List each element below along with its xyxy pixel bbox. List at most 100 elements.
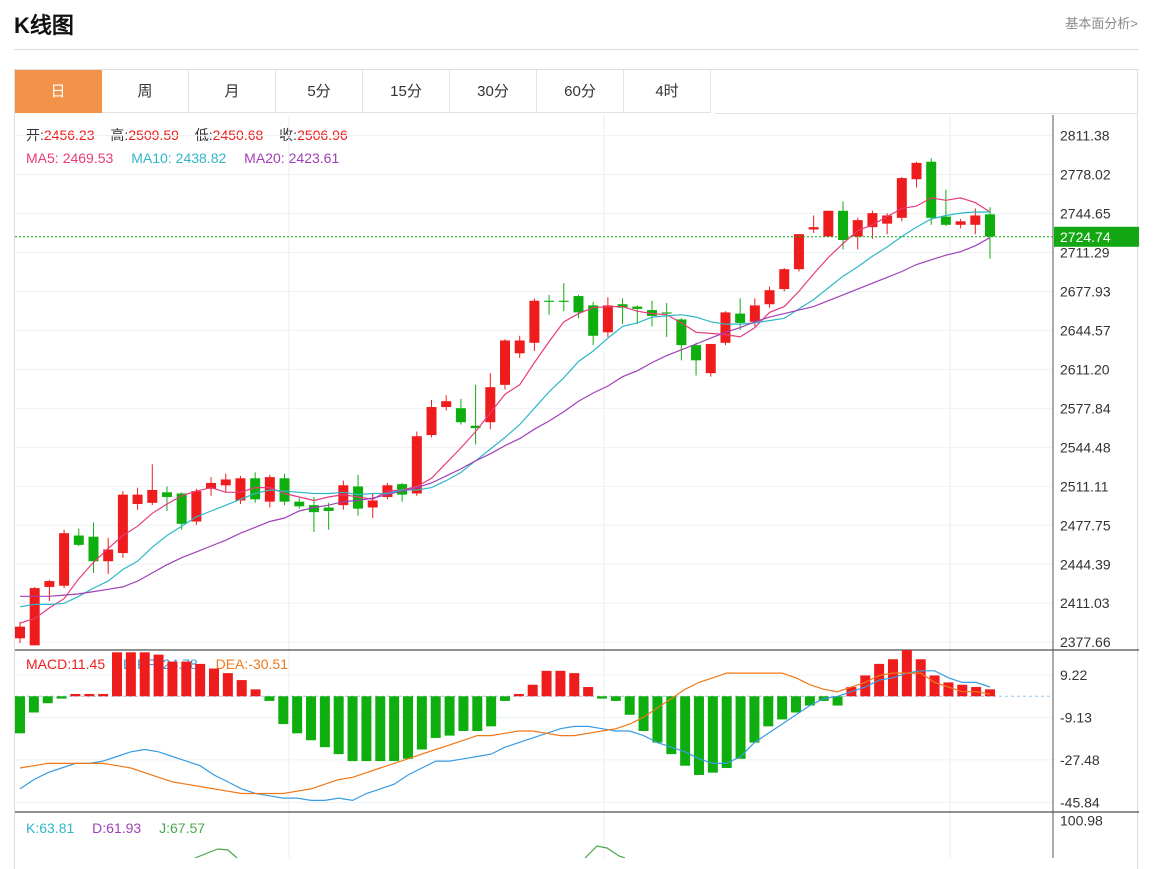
macd-tick-label: 9.22	[1060, 667, 1087, 683]
candle-body	[955, 221, 966, 225]
macd-bar	[403, 696, 413, 759]
macd-bar	[292, 696, 303, 734]
kdj-j-line	[194, 848, 238, 858]
period-tabs: 日 周 月 5分 15分 30分 60分 4时	[15, 70, 711, 114]
ma5-value: 2469.53	[63, 150, 114, 166]
candle-body	[940, 216, 951, 225]
price-tick-label: 2477.75	[1060, 517, 1111, 533]
tab-month[interactable]: 月	[189, 70, 276, 113]
macd-bar	[666, 696, 677, 755]
candle-body	[323, 507, 334, 511]
macd-bar	[860, 675, 871, 697]
j-label: J:	[159, 820, 170, 836]
candle-body	[602, 305, 613, 333]
price-tick-label: 2611.20	[1060, 361, 1110, 377]
candle-body	[985, 214, 995, 237]
ma-legend: MA5: 2469.53 MA10: 2438.82 MA20: 2423.61	[26, 150, 339, 166]
candle-body	[544, 300, 555, 302]
macd-bar	[153, 654, 164, 697]
dea-value: -30.51	[248, 656, 288, 672]
candle-body	[500, 340, 510, 385]
macd-bar	[70, 693, 81, 697]
candle-body	[132, 494, 143, 504]
dea-line	[19, 672, 991, 795]
macd-bar	[125, 652, 136, 697]
macd-bar	[929, 675, 940, 697]
ohlc-legend: 开:2456.23 高:2509.59 低:2450.68 收:2506.96	[26, 127, 348, 143]
price-tick-label: 2677.93	[1060, 283, 1111, 299]
macd-bar	[486, 696, 497, 727]
kdj-j-line-2	[584, 845, 626, 858]
candle-body	[838, 210, 849, 240]
macd-bar	[112, 652, 122, 697]
macd-bar	[56, 696, 67, 699]
macd-bar	[957, 684, 968, 697]
price-tick-label: 2778.02	[1060, 167, 1111, 183]
candle-body	[970, 215, 981, 225]
price-tick-label: 2444.39	[1060, 556, 1111, 572]
macd-bar	[416, 696, 427, 750]
macd-bar	[597, 696, 607, 699]
tab-5min[interactable]: 5分	[276, 70, 363, 113]
macd-bar	[42, 696, 53, 704]
candle-body	[338, 485, 349, 506]
candle-body	[514, 340, 525, 354]
candle-body	[529, 300, 540, 343]
macd-tick-label: -9.13	[1060, 709, 1092, 725]
candle-body	[926, 161, 937, 218]
candle-body	[147, 489, 158, 503]
macd-bar	[333, 696, 344, 755]
price-tick-label: 2711.29	[1060, 244, 1110, 260]
candle-body	[779, 269, 790, 290]
candle-body	[676, 319, 687, 346]
low-label: 低:	[195, 127, 213, 143]
kdj-legend: K:63.81 D:61.93 J:67.57	[26, 820, 205, 836]
candle-body	[632, 306, 643, 309]
fundamental-analysis-link[interactable]: 基本面分析>	[1065, 16, 1138, 31]
macd-bar	[319, 696, 330, 748]
ma10-line	[19, 211, 990, 608]
macd-bar	[707, 696, 718, 773]
macd-bar	[167, 661, 178, 697]
kline-chart-svg[interactable]: 开:2456.23 高:2509.59 低:2450.68 收:2506.96 …	[15, 70, 1139, 858]
macd-tick-label: -27.48	[1060, 752, 1100, 768]
candle-body	[235, 478, 246, 501]
ma10-value: 2438.82	[176, 150, 227, 166]
macd-bar	[306, 696, 316, 741]
ma20-value: 2423.61	[289, 150, 340, 166]
macd-bar	[472, 696, 483, 731]
macd-bar	[430, 696, 441, 738]
macd-bar	[638, 696, 649, 731]
candle-body	[661, 312, 672, 314]
candle-body	[441, 401, 452, 408]
tab-day[interactable]: 日	[15, 70, 102, 113]
ma20-label: MA20:	[244, 150, 284, 166]
kdj-tick-label: 100.98	[1060, 812, 1103, 828]
candle-body	[852, 220, 863, 237]
tab-week[interactable]: 周	[102, 70, 189, 113]
ma10-label: MA10:	[131, 150, 171, 166]
macd-bar	[513, 693, 524, 697]
candle-body	[896, 178, 907, 218]
title-divider	[14, 49, 1139, 50]
candle-body	[279, 478, 290, 502]
tab-15min[interactable]: 15分	[363, 70, 450, 113]
candle-body	[691, 345, 702, 361]
candle-body	[15, 626, 25, 639]
macd-bar	[250, 689, 261, 697]
candle-body	[411, 436, 422, 494]
k-value: 63.81	[39, 820, 74, 836]
tab-4hour[interactable]: 4时	[624, 70, 711, 113]
macd-bar	[943, 682, 954, 697]
macd-bar	[583, 687, 594, 697]
macd-bar	[624, 696, 635, 715]
candle-body	[735, 313, 746, 323]
j-value: 67.57	[170, 820, 205, 836]
tab-60min[interactable]: 60分	[537, 70, 624, 113]
macd-bar	[139, 652, 150, 697]
tab-30min[interactable]: 30分	[450, 70, 537, 113]
candle-body	[867, 213, 878, 228]
diff-line	[19, 670, 991, 802]
candle-body	[250, 478, 261, 500]
price-tick-label: 2411.03	[1060, 595, 1110, 611]
